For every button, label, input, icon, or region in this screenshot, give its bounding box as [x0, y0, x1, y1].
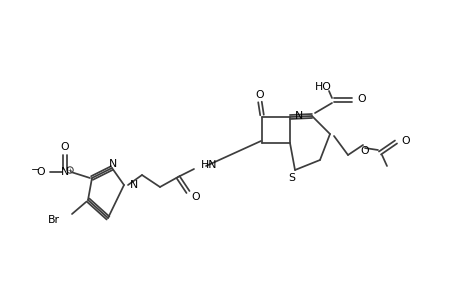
Text: O: O: [255, 90, 264, 100]
Text: O: O: [61, 142, 69, 152]
Text: HO: HO: [314, 82, 331, 92]
Text: Br: Br: [48, 215, 60, 225]
Text: N: N: [294, 111, 302, 121]
Text: S: S: [288, 173, 295, 183]
Text: N: N: [61, 167, 69, 177]
Text: −: −: [31, 165, 39, 175]
Text: N: N: [130, 180, 138, 190]
Text: O: O: [360, 146, 369, 156]
Text: O: O: [356, 94, 365, 104]
Text: N: N: [109, 159, 117, 169]
Text: HN: HN: [201, 160, 217, 170]
Text: O: O: [400, 136, 409, 146]
Text: O: O: [36, 167, 45, 177]
Text: O: O: [190, 192, 199, 202]
Text: +: +: [67, 167, 72, 172]
